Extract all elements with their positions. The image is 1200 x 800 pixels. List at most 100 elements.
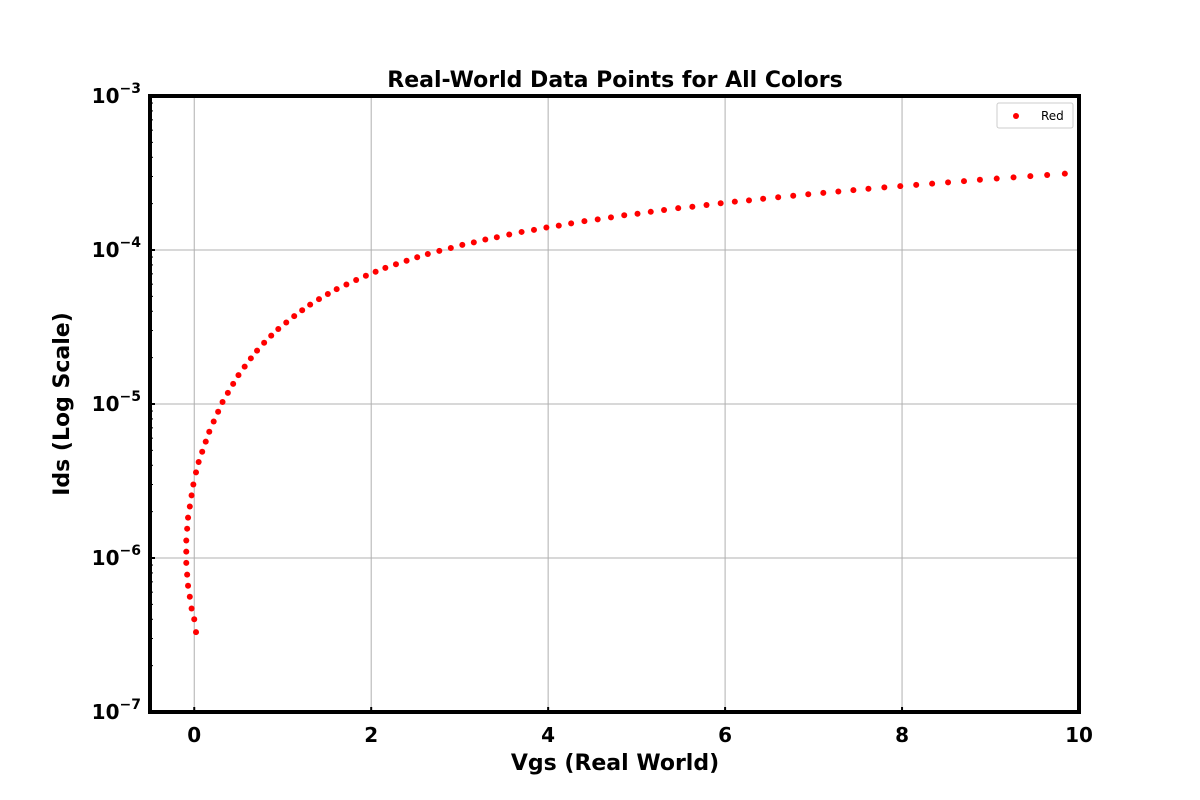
data-point bbox=[913, 181, 920, 188]
data-point bbox=[324, 290, 331, 297]
data-point bbox=[215, 408, 222, 415]
data-point bbox=[993, 175, 1000, 182]
data-point bbox=[183, 537, 190, 544]
data-point bbox=[230, 380, 237, 387]
y-tick-label: 10−3 bbox=[92, 81, 141, 108]
data-point bbox=[530, 226, 537, 233]
data-point bbox=[382, 264, 389, 271]
data-point bbox=[190, 481, 197, 488]
data-point bbox=[518, 228, 525, 235]
data-point bbox=[459, 241, 466, 248]
grid bbox=[150, 95, 1080, 713]
data-point bbox=[219, 399, 226, 406]
data-point bbox=[206, 428, 213, 435]
data-point bbox=[241, 363, 248, 370]
data-point bbox=[760, 195, 767, 202]
data-point bbox=[717, 200, 724, 207]
data-point bbox=[929, 180, 936, 187]
data-point bbox=[275, 325, 282, 332]
data-point bbox=[581, 218, 588, 225]
data-point bbox=[482, 236, 489, 243]
data-point bbox=[470, 239, 477, 246]
data-point bbox=[1010, 174, 1017, 181]
data-point bbox=[315, 296, 322, 303]
data-point bbox=[436, 247, 443, 254]
data-point bbox=[1044, 171, 1051, 178]
data-point bbox=[188, 492, 195, 499]
chart-title: Real-World Data Points for All Colors bbox=[387, 68, 842, 93]
x-tick-label: 10 bbox=[1065, 723, 1093, 747]
x-tick-label: 0 bbox=[187, 723, 201, 747]
data-point bbox=[805, 191, 812, 198]
data-point bbox=[268, 332, 275, 339]
data-point bbox=[291, 313, 298, 320]
data-point bbox=[372, 268, 379, 275]
data-point bbox=[247, 355, 254, 362]
data-point bbox=[775, 194, 782, 201]
data-point bbox=[568, 220, 575, 227]
data-point bbox=[607, 214, 614, 221]
y-axis-label: Ids (Log Scale) bbox=[50, 312, 75, 496]
y-tick-label: 10−5 bbox=[92, 389, 141, 416]
legend-label-red: Red bbox=[1041, 109, 1064, 123]
data-point bbox=[493, 234, 500, 241]
data-point bbox=[1027, 173, 1034, 180]
data-point bbox=[185, 582, 192, 589]
data-point bbox=[261, 339, 268, 346]
y-tick-label: 10−6 bbox=[92, 543, 141, 570]
data-point bbox=[820, 189, 827, 196]
data-point bbox=[403, 257, 410, 264]
data-point bbox=[1061, 170, 1068, 177]
data-point bbox=[745, 197, 752, 204]
data-point bbox=[224, 389, 231, 396]
data-point bbox=[703, 201, 710, 208]
data-point bbox=[661, 206, 668, 213]
x-axis-label: Vgs (Real World) bbox=[511, 751, 719, 776]
data-point bbox=[193, 629, 200, 636]
data-point bbox=[184, 525, 191, 532]
data-point bbox=[897, 183, 904, 190]
y-axis-ticks: 10−7 10−6 10−5 10−4 10−3 bbox=[92, 81, 155, 724]
data-point bbox=[307, 301, 314, 308]
data-point bbox=[186, 593, 193, 600]
legend: Red bbox=[996, 102, 1074, 129]
data-point bbox=[191, 616, 198, 623]
data-point bbox=[184, 571, 191, 578]
x-tick-label: 6 bbox=[718, 723, 732, 747]
data-point bbox=[185, 514, 192, 521]
data-point bbox=[235, 372, 242, 379]
data-point bbox=[195, 459, 202, 466]
data-point bbox=[790, 192, 797, 199]
data-point bbox=[675, 205, 682, 212]
data-point bbox=[210, 418, 217, 425]
data-point bbox=[188, 605, 195, 612]
x-tick-label: 2 bbox=[364, 723, 378, 747]
data-point bbox=[183, 548, 190, 555]
data-point bbox=[333, 286, 340, 293]
data-point bbox=[543, 224, 550, 231]
data-point bbox=[731, 198, 738, 205]
data-point bbox=[555, 222, 562, 229]
data-point bbox=[850, 187, 857, 194]
legend-box bbox=[996, 102, 1074, 129]
data-point bbox=[621, 212, 628, 219]
data-point bbox=[634, 210, 641, 217]
data-point bbox=[353, 277, 360, 284]
data-point bbox=[960, 178, 967, 185]
data-point bbox=[647, 208, 654, 215]
data-point bbox=[193, 469, 200, 476]
data-points bbox=[183, 170, 1068, 636]
data-point bbox=[199, 448, 206, 455]
legend-marker-red bbox=[1013, 113, 1019, 119]
data-point bbox=[976, 176, 983, 183]
y-tick-label: 10−7 bbox=[92, 697, 141, 724]
x-tick-label: 4 bbox=[541, 723, 555, 747]
x-tick-label: 8 bbox=[895, 723, 909, 747]
data-point bbox=[865, 185, 872, 192]
data-point bbox=[414, 254, 421, 261]
data-point bbox=[835, 188, 842, 195]
data-point bbox=[424, 250, 431, 257]
data-point bbox=[392, 261, 399, 268]
